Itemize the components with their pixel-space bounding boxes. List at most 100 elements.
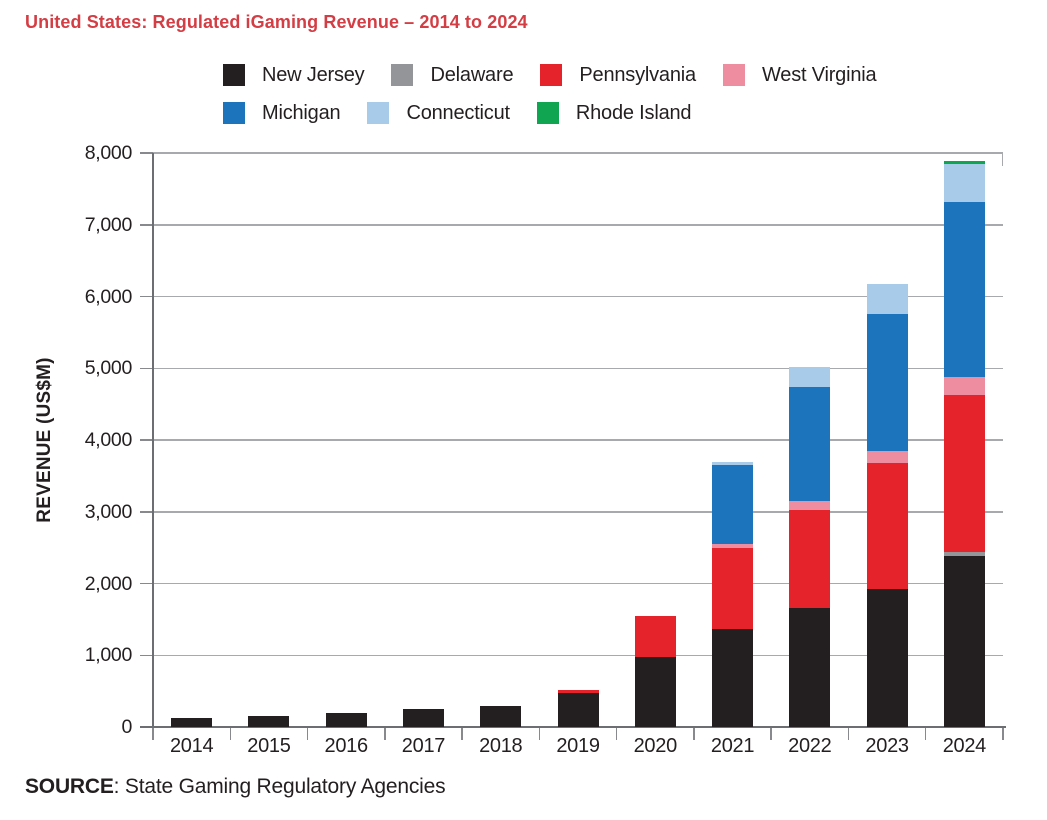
frame-corner-stub bbox=[1001, 153, 1003, 166]
bar-segment-2024-new-jersey bbox=[943, 555, 985, 727]
bar-2021 bbox=[712, 461, 754, 727]
bar-segment-2024-rhode-island bbox=[943, 160, 985, 164]
legend-label: West Virginia bbox=[761, 63, 877, 86]
bar-segment-2017-new-jersey bbox=[402, 709, 444, 727]
legend-label: Rhode Island bbox=[575, 101, 692, 124]
gridline-7000 bbox=[153, 224, 1003, 226]
bar-segment-2023-new-jersey bbox=[866, 589, 908, 727]
bar-segment-2023-west-virginia bbox=[866, 451, 908, 464]
bar-segment-2015-new-jersey bbox=[248, 716, 290, 727]
x-tick-8 bbox=[770, 728, 772, 740]
bar-segment-2024-pennsylvania bbox=[943, 395, 985, 552]
x-tick-1 bbox=[229, 728, 232, 740]
gridline-2000 bbox=[153, 582, 1003, 585]
y-tick-label-3000: 3,000 bbox=[84, 500, 133, 523]
x-tick-label-2019: 2019 bbox=[556, 735, 600, 757]
legend-swatch-icon bbox=[223, 102, 245, 124]
y-tick-label-6000: 6,000 bbox=[84, 285, 133, 308]
source-note: SOURCE: State Gaming Regulatory Agencies bbox=[25, 775, 446, 799]
bar-segment-2019-new-jersey bbox=[557, 693, 599, 727]
legend-swatch-icon bbox=[536, 102, 559, 124]
x-tick-2 bbox=[306, 728, 309, 740]
gridline-1000 bbox=[153, 654, 1003, 656]
source-label: SOURCE bbox=[25, 775, 114, 798]
bar-2020 bbox=[634, 616, 676, 727]
legend-label: Connecticut bbox=[406, 101, 510, 124]
bar-2014 bbox=[171, 718, 213, 727]
y-tick-label-5000: 5,000 bbox=[84, 357, 133, 380]
x-tick-9 bbox=[847, 728, 850, 740]
x-tick-10 bbox=[924, 728, 927, 740]
bar-segment-2016-new-jersey bbox=[325, 712, 367, 727]
legend-row-2: Michigan Connecticut Rhode Island bbox=[223, 99, 692, 127]
gridline-4000 bbox=[153, 439, 1003, 441]
bar-segment-2021-pennsylvania bbox=[712, 548, 754, 630]
y-tick-3000 bbox=[140, 511, 153, 513]
bar-segment-2021-west-virginia bbox=[712, 544, 754, 549]
bar-segment-2022-michigan bbox=[789, 386, 831, 501]
y-tick-5000 bbox=[140, 367, 153, 369]
bar-segment-2024-delaware bbox=[943, 551, 985, 556]
x-tick-label-2018: 2018 bbox=[479, 735, 523, 757]
bar-segment-2020-pennsylvania bbox=[634, 616, 676, 658]
legend-item-connecticut: Connecticut bbox=[367, 101, 510, 125]
bar-segment-2024-michigan bbox=[943, 201, 985, 377]
x-tick-label-2014: 2014 bbox=[169, 735, 214, 757]
legend-swatch-icon bbox=[367, 102, 390, 124]
bar-segment-2019-pennsylvania bbox=[557, 690, 599, 694]
bar-segment-2021-new-jersey bbox=[712, 629, 754, 727]
bar-segment-2022-connecticut bbox=[789, 366, 831, 387]
y-tick-label-8000: 8,000 bbox=[84, 142, 133, 164]
y-tick-label-0: 0 bbox=[121, 716, 132, 738]
y-tick-1000 bbox=[140, 654, 153, 656]
y-axis-line bbox=[152, 153, 154, 739]
bar-segment-2023-michigan bbox=[866, 314, 908, 452]
x-tick-label-2017: 2017 bbox=[401, 735, 446, 757]
legend-item-west-virginia: West Virginia bbox=[722, 63, 877, 87]
legend-label: Michigan bbox=[262, 101, 341, 124]
y-tick-label-7000: 7,000 bbox=[84, 213, 133, 236]
legend-label: Delaware bbox=[430, 63, 514, 86]
x-tick-label-2016: 2016 bbox=[324, 735, 369, 757]
gridline-6000 bbox=[153, 295, 1003, 298]
bar-2016 bbox=[325, 712, 367, 727]
x-tick-4 bbox=[461, 728, 463, 740]
x-tick-label-2020: 2020 bbox=[633, 735, 678, 757]
x-tick-label-2023: 2023 bbox=[865, 735, 909, 757]
legend-label: New Jersey bbox=[262, 63, 365, 86]
legend-item-michigan: Michigan bbox=[223, 101, 341, 125]
source-text: : State Gaming Regulatory Agencies bbox=[113, 775, 446, 798]
bar-segment-2014-new-jersey bbox=[171, 718, 213, 727]
bar-2019 bbox=[557, 690, 599, 727]
bar-2024 bbox=[943, 160, 985, 727]
bar-2017 bbox=[402, 709, 444, 727]
gridline-3000 bbox=[153, 511, 1003, 513]
legend-item-new-jersey: New Jersey bbox=[223, 63, 365, 87]
y-tick-7000 bbox=[140, 224, 153, 226]
y-tick-label-2000: 2,000 bbox=[84, 572, 133, 595]
y-tick-label-1000: 1,000 bbox=[84, 644, 133, 667]
x-tick-6 bbox=[615, 728, 618, 740]
legend-swatch-icon bbox=[391, 64, 414, 86]
x-tick-label-2022: 2022 bbox=[788, 735, 832, 757]
chart-title: United States: Regulated iGaming Revenue… bbox=[25, 12, 528, 32]
x-tick-label-2015: 2015 bbox=[247, 735, 291, 757]
y-tick-6000 bbox=[140, 295, 153, 298]
y-tick-8000 bbox=[140, 152, 153, 154]
bar-segment-2024-connecticut bbox=[943, 163, 985, 202]
gridline-5000 bbox=[153, 367, 1003, 369]
bar-segment-2022-west-virginia bbox=[789, 500, 831, 510]
bar-segment-2024-west-virginia bbox=[943, 376, 985, 396]
legend-item-pennsylvania: Pennsylvania bbox=[540, 64, 696, 87]
bar-2023 bbox=[866, 284, 908, 727]
y-tick-label-4000: 4,000 bbox=[84, 429, 133, 451]
legend-row-1: New Jersey Delaware Pennsylvania West Virgi… bbox=[223, 61, 877, 89]
y-tick-4000 bbox=[140, 439, 153, 441]
x-tick-5 bbox=[538, 728, 541, 740]
x-tick-label-2021: 2021 bbox=[710, 735, 755, 757]
bar-segment-2023-connecticut bbox=[866, 284, 908, 315]
bar-segment-2020-new-jersey bbox=[634, 657, 676, 727]
bar-segment-2022-new-jersey bbox=[789, 607, 831, 727]
